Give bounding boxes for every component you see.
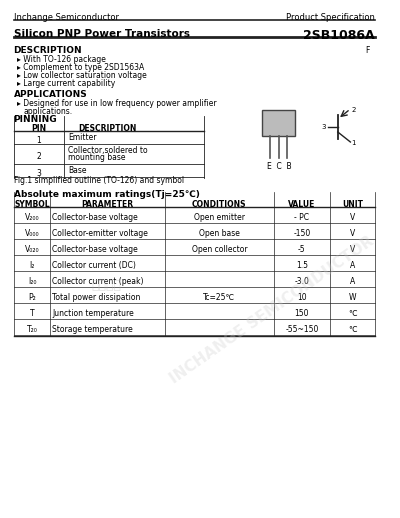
Text: DESCRIPTION: DESCRIPTION (14, 46, 82, 55)
Text: V₀₀₀: V₀₀₀ (25, 229, 39, 238)
Text: ▸ With TO-126 package: ▸ With TO-126 package (18, 55, 106, 64)
Text: 3: 3 (36, 168, 41, 178)
Text: PARAMETER: PARAMETER (82, 200, 134, 209)
Text: VALUE: VALUE (288, 200, 316, 209)
Text: Open emitter: Open emitter (194, 213, 245, 222)
Text: ▸ Designed for use in low frequency power amplifier: ▸ Designed for use in low frequency powe… (18, 99, 217, 108)
Text: Collector-base voltage: Collector-base voltage (52, 213, 138, 222)
Text: - PC: - PC (294, 213, 309, 222)
Text: P₂: P₂ (28, 293, 36, 302)
Text: -150: -150 (293, 229, 310, 238)
Text: Inchange Semiconductor: Inchange Semiconductor (14, 13, 118, 22)
Text: Collector current (DC): Collector current (DC) (52, 261, 136, 270)
Text: Collector-base voltage: Collector-base voltage (52, 245, 138, 254)
Text: 2: 2 (36, 152, 41, 161)
Text: Open base: Open base (199, 229, 240, 238)
Text: Storage temperature: Storage temperature (52, 325, 133, 334)
Text: Emitter: Emitter (68, 133, 96, 142)
Text: Total power dissipation: Total power dissipation (52, 293, 141, 302)
Text: Base: Base (68, 166, 86, 175)
Text: 3: 3 (321, 124, 326, 130)
Text: ▸ Low collector saturation voltage: ▸ Low collector saturation voltage (18, 71, 147, 80)
Text: A: A (350, 277, 355, 286)
Text: 1.5: 1.5 (296, 261, 308, 270)
Text: Silicon PNP Power Transistors: Silicon PNP Power Transistors (14, 29, 190, 39)
Text: -55~150: -55~150 (285, 325, 318, 334)
Text: F: F (366, 46, 370, 55)
Text: Junction temperature: Junction temperature (52, 309, 134, 318)
Text: V: V (350, 213, 355, 222)
Text: V₂₀₀: V₂₀₀ (25, 213, 39, 222)
Text: Product Specification: Product Specification (286, 13, 375, 22)
Text: ▸ Complement to type 2SD1563A: ▸ Complement to type 2SD1563A (18, 63, 145, 72)
Text: T₂₀: T₂₀ (26, 325, 38, 334)
Text: 150: 150 (295, 309, 309, 318)
Text: W: W (348, 293, 356, 302)
Text: Tc=25℃: Tc=25℃ (203, 293, 236, 302)
Text: UNIT: UNIT (342, 200, 363, 209)
Text: ℃: ℃ (348, 325, 357, 334)
Text: ℃: ℃ (348, 309, 357, 318)
Text: 1: 1 (36, 136, 41, 145)
Text: Collector-emitter voltage: Collector-emitter voltage (52, 229, 148, 238)
Text: INCHANGE SEMICONDUCTOR: INCHANGE SEMICONDUCTOR (167, 234, 376, 386)
Text: E  C  B: E C B (267, 162, 292, 171)
Text: -5: -5 (298, 245, 306, 254)
Text: ▸ Large current capability: ▸ Large current capability (18, 79, 116, 88)
Text: Fig.1 simplified outline (TO-126) and symbol: Fig.1 simplified outline (TO-126) and sy… (14, 176, 184, 185)
Text: mounting base: mounting base (68, 153, 126, 162)
Text: T: T (30, 309, 34, 318)
Text: A: A (350, 261, 355, 270)
Text: I₂: I₂ (29, 261, 35, 270)
Text: 2: 2 (351, 107, 356, 113)
Text: DESCRIPTION: DESCRIPTION (78, 124, 137, 133)
Bar (262, 110, 295, 136)
Text: Open collector: Open collector (192, 245, 247, 254)
Text: Collector,soldered to: Collector,soldered to (68, 146, 148, 155)
Text: V: V (350, 229, 355, 238)
Text: 10: 10 (297, 293, 307, 302)
Text: -3.0: -3.0 (294, 277, 309, 286)
Text: V: V (350, 245, 355, 254)
Text: 1: 1 (351, 140, 356, 146)
Text: PINNING: PINNING (14, 115, 57, 124)
Text: Absolute maximum ratings(Tj=25℃): Absolute maximum ratings(Tj=25℃) (14, 190, 200, 199)
Text: V₀₂₀: V₀₂₀ (25, 245, 39, 254)
Text: I₂₀: I₂₀ (28, 277, 36, 286)
Text: 光米导体: 光米导体 (92, 279, 122, 292)
Text: PIN: PIN (31, 124, 46, 133)
Text: 2SB1086A: 2SB1086A (303, 29, 375, 42)
Text: Collector current (peak): Collector current (peak) (52, 277, 144, 286)
Text: SYMBOL: SYMBOL (14, 200, 50, 209)
Text: applications.: applications. (23, 107, 72, 116)
Text: CONDITIONS: CONDITIONS (192, 200, 247, 209)
Text: APPLICATIONS: APPLICATIONS (14, 90, 87, 99)
